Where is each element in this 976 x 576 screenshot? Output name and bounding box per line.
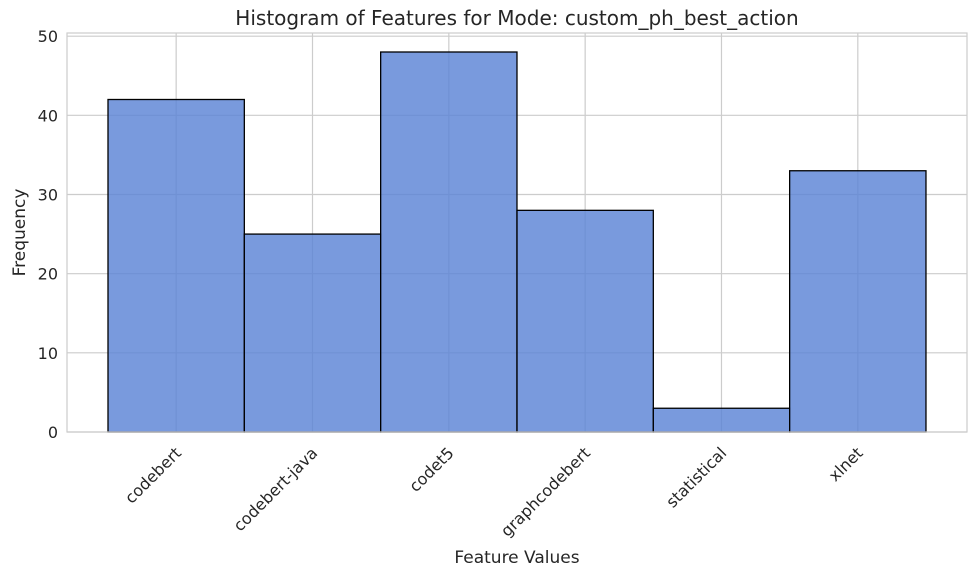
y-tick-label: 10 (38, 344, 58, 363)
y-tick-label: 0 (48, 423, 58, 442)
y-axis-label: Frequency (10, 189, 30, 277)
bar-codebert (107, 98, 245, 433)
x-axis-label: Feature Values (454, 548, 579, 568)
bar-statistical (652, 407, 791, 433)
bar-xlnet (789, 170, 927, 433)
y-tick-label: 20 (38, 265, 58, 284)
axes-frame (66, 32, 968, 433)
bar-codebert-java (243, 233, 382, 433)
bar-graphcodebert (516, 209, 654, 433)
y-tick-label: 40 (38, 106, 58, 125)
y-tick-label: 30 (38, 186, 58, 205)
bar-codet5 (380, 51, 518, 433)
y-tick-label: 50 (38, 27, 58, 46)
bars (107, 51, 927, 433)
chart-title: Histogram of Features for Mode: custom_p… (235, 6, 798, 30)
y-tick-labels: 0 10 20 30 40 50 (38, 27, 58, 442)
